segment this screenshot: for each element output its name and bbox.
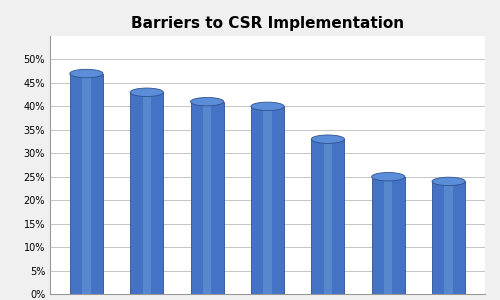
Bar — [130, 92, 164, 294]
Bar — [384, 177, 392, 294]
Bar — [203, 102, 211, 294]
Bar — [190, 102, 224, 294]
Ellipse shape — [190, 98, 224, 106]
Title: Barriers to CSR Implementation: Barriers to CSR Implementation — [131, 16, 404, 31]
Bar — [264, 106, 272, 294]
Ellipse shape — [372, 172, 405, 181]
Bar — [444, 182, 453, 294]
Bar — [251, 106, 284, 294]
Ellipse shape — [70, 69, 103, 78]
Bar — [142, 92, 151, 294]
Bar — [312, 139, 344, 294]
Ellipse shape — [432, 177, 465, 186]
Bar — [432, 182, 465, 294]
Bar — [70, 74, 103, 294]
Ellipse shape — [130, 88, 164, 97]
Bar — [82, 74, 90, 294]
Ellipse shape — [312, 135, 344, 143]
Ellipse shape — [251, 102, 284, 111]
Bar — [372, 177, 405, 294]
Bar — [324, 139, 332, 294]
